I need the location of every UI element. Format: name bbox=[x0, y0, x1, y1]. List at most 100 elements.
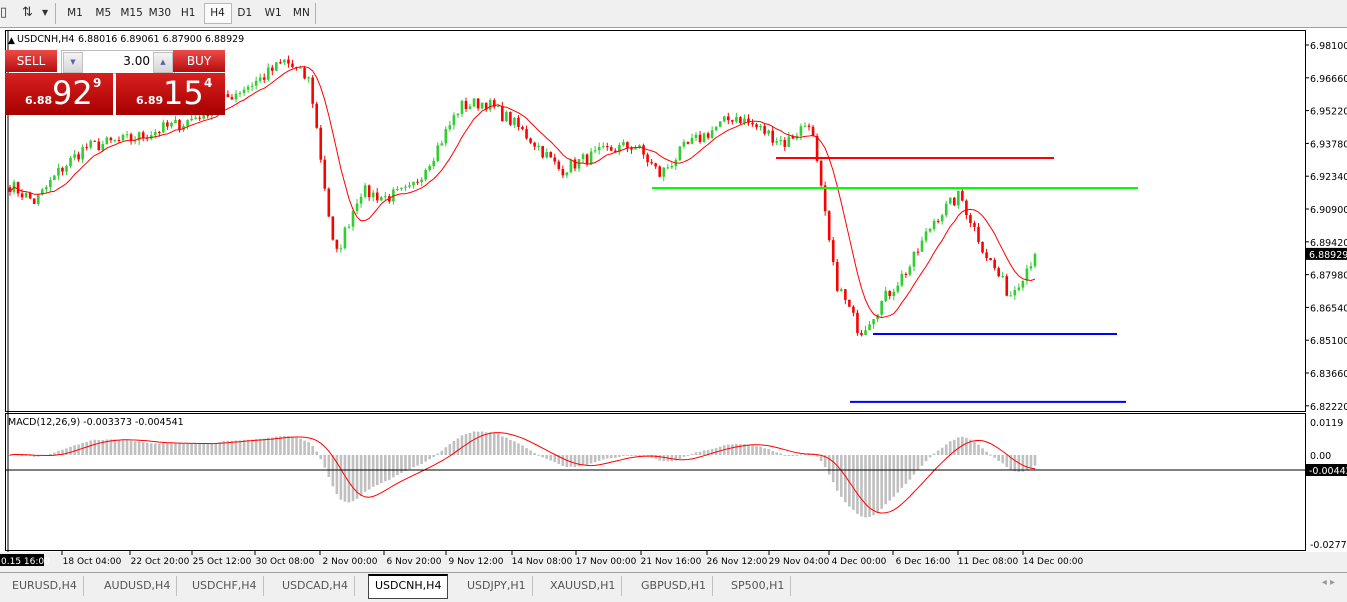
candle-body bbox=[581, 154, 585, 160]
timeframe-m1[interactable]: M1 bbox=[67, 7, 83, 19]
candle-body bbox=[698, 134, 702, 143]
lot-size-field[interactable]: ▼ 3.00 ▲ bbox=[61, 50, 175, 74]
timeframe-m15[interactable]: M15 bbox=[120, 7, 143, 19]
candle-body bbox=[271, 67, 274, 71]
candle-body bbox=[1013, 290, 1017, 296]
macd-histogram-bar bbox=[989, 454, 992, 456]
macd-histogram-bar bbox=[638, 454, 641, 456]
macd-histogram-bar bbox=[957, 437, 960, 455]
macd-histogram-bar bbox=[513, 441, 516, 455]
macd-histogram-bar bbox=[537, 454, 540, 456]
macd-histogram-bar bbox=[799, 454, 803, 456]
timeframe-w1[interactable]: W1 bbox=[264, 7, 282, 19]
lot-increase-button[interactable]: ▲ bbox=[153, 52, 173, 73]
timeframe-d1[interactable]: D1 bbox=[237, 7, 253, 19]
tab-usdjpy-h1[interactable]: USDJPY,H1 bbox=[461, 576, 533, 596]
macd-histogram-bar bbox=[89, 440, 93, 455]
arrows-tool-icon[interactable]: ⇅ bbox=[22, 5, 33, 20]
time-tick-label: 29 Nov 04:00 bbox=[769, 557, 830, 567]
macd-histogram-bar bbox=[501, 436, 504, 455]
macd-histogram-bar bbox=[28, 455, 32, 456]
dropdown-arrow-icon[interactable]: ▼ bbox=[42, 8, 49, 17]
macd-histogram-bar bbox=[448, 444, 452, 455]
candle-body bbox=[428, 166, 431, 170]
candle-body bbox=[379, 197, 383, 201]
candle-body bbox=[190, 118, 193, 121]
timeframe-m30[interactable]: M30 bbox=[148, 7, 172, 19]
macd-histogram-bar bbox=[472, 431, 476, 455]
timeframe-mn[interactable]: MN bbox=[292, 7, 310, 19]
tab-xauusd-h1[interactable]: XAUUSD,H1 bbox=[544, 576, 623, 596]
macd-histogram-bar bbox=[428, 455, 431, 460]
lot-value[interactable]: 3.00 bbox=[123, 54, 150, 68]
candle-body bbox=[597, 146, 601, 151]
tab-audusd-h4[interactable]: AUDUSD,H4 bbox=[98, 576, 178, 596]
candle-body bbox=[448, 125, 452, 130]
sell-price-button[interactable]: 6.88 92 9 bbox=[5, 73, 113, 115]
timeframe-h1[interactable]: H1 bbox=[180, 7, 196, 19]
candle-body bbox=[496, 105, 500, 107]
candle-body bbox=[811, 126, 815, 136]
chart-area[interactable]: 6.98100 6.96660 6.95220 6.93780 6.92340 6.909… bbox=[0, 0, 1347, 572]
macd-histogram-bar bbox=[97, 440, 101, 455]
buy-button[interactable]: BUY bbox=[173, 50, 225, 72]
candle-body bbox=[848, 299, 851, 307]
candle-body bbox=[1025, 268, 1029, 281]
macd-histogram-bar bbox=[133, 441, 137, 455]
tab-usdcnh-h4[interactable]: USDCNH,H4 bbox=[368, 574, 449, 599]
macd-histogram-bar bbox=[480, 431, 484, 455]
price-tick-label: 6.82220 bbox=[1310, 402, 1347, 413]
macd-histogram-bar bbox=[626, 455, 629, 456]
macd-histogram-bar bbox=[359, 455, 363, 496]
candle-body bbox=[141, 132, 145, 138]
tab-sp500-h1[interactable]: SP500,H1 bbox=[725, 576, 792, 596]
macd-histogram-bar bbox=[444, 447, 448, 455]
buy-price-button[interactable]: 6.89 15 4 bbox=[116, 73, 225, 115]
macd-histogram-bar bbox=[141, 442, 145, 455]
price-tick-label: 6.98100 bbox=[1310, 41, 1347, 52]
tab-eurusd-h4[interactable]: EURUSD,H4 bbox=[6, 576, 84, 596]
candle-body bbox=[412, 181, 415, 186]
tab-gbpusd-h1[interactable]: GBPUSD,H1 bbox=[635, 576, 713, 596]
macd-histogram-bar bbox=[844, 455, 847, 503]
price-tick-label: 6.89420 bbox=[1310, 238, 1347, 249]
candle-body bbox=[609, 147, 613, 151]
macd-histogram-bar bbox=[509, 440, 512, 455]
candle-body bbox=[254, 80, 258, 86]
macd-histogram-bar bbox=[254, 439, 258, 455]
candle-body bbox=[440, 143, 444, 146]
candle-body bbox=[694, 134, 698, 138]
lot-decrease-button[interactable]: ▼ bbox=[63, 52, 83, 73]
tab-scroll-arrows-icon[interactable]: ◂ ▸ bbox=[1321, 577, 1335, 588]
candle-body bbox=[375, 192, 379, 201]
macd-histogram-bar bbox=[315, 451, 318, 455]
candle-body bbox=[182, 125, 185, 130]
macd-histogram-bar bbox=[335, 455, 339, 495]
macd-histogram-bar bbox=[924, 455, 928, 462]
tab-usdcad-h4[interactable]: USDCAD,H4 bbox=[276, 576, 355, 596]
candle-body bbox=[771, 130, 774, 143]
macd-histogram-bar bbox=[392, 455, 395, 478]
current-price-box bbox=[1306, 247, 1347, 260]
candle-body bbox=[105, 137, 109, 145]
timeframe-h4[interactable]: H4 bbox=[203, 3, 232, 24]
candle-body bbox=[16, 182, 20, 194]
candle-body bbox=[936, 220, 940, 222]
macd-histogram-bar bbox=[827, 455, 831, 475]
macd-histogram-bar bbox=[686, 455, 690, 456]
candle-body bbox=[194, 117, 197, 119]
candle-body bbox=[484, 102, 488, 110]
macd-histogram-bar bbox=[311, 446, 314, 455]
macd-histogram-bar bbox=[565, 455, 569, 468]
tab-usdchf-h4[interactable]: USDCHF,H4 bbox=[186, 576, 264, 596]
sell-button[interactable]: SELL bbox=[5, 50, 57, 72]
price-tick-label: 6.96660 bbox=[1310, 74, 1347, 85]
candle-body bbox=[129, 134, 133, 141]
candle-body bbox=[739, 117, 742, 124]
candle-body bbox=[759, 126, 762, 128]
window-icon[interactable]: ▯ bbox=[0, 5, 8, 20]
candle-body bbox=[367, 185, 371, 198]
candle-body bbox=[525, 129, 528, 139]
candle-body bbox=[174, 119, 177, 124]
timeframe-m5[interactable]: M5 bbox=[95, 7, 112, 19]
